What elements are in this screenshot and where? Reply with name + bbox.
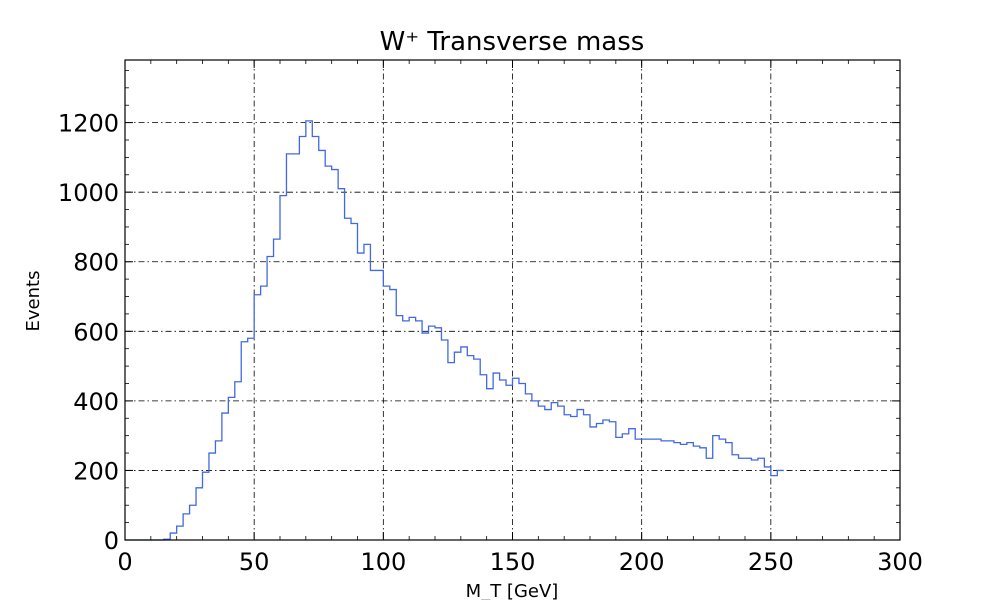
y-tick-label: 600 <box>73 318 119 346</box>
ticks <box>124 60 901 541</box>
y-tick-labels: 0 200 400 600 800 1000 1200 <box>58 110 119 555</box>
x-tick-label: 100 <box>360 548 406 576</box>
series-layer <box>125 120 784 541</box>
y-tick-label: 1000 <box>58 179 119 207</box>
x-tick-label: 250 <box>748 548 794 576</box>
x-tick-label: 50 <box>239 548 270 576</box>
x-tick-label: 0 <box>117 548 132 576</box>
histogram-series-line <box>125 120 784 541</box>
chart-title: W⁺ Transverse mass <box>380 27 645 57</box>
x-axis-label: M_T [GeV] <box>466 581 559 600</box>
y-axis-label: Events <box>23 271 44 332</box>
y-tick-label: 1200 <box>58 110 119 138</box>
x-tick-labels: 0 50 100 150 200 250 300 <box>117 548 923 576</box>
y-tick-label: 200 <box>73 457 119 485</box>
y-tick-label: 400 <box>73 388 119 416</box>
x-tick-label: 300 <box>877 548 923 576</box>
x-tick-label: 200 <box>619 548 665 576</box>
x-tick-label: 150 <box>490 548 536 576</box>
y-tick-label: 0 <box>104 527 119 555</box>
y-tick-label: 800 <box>73 249 119 277</box>
